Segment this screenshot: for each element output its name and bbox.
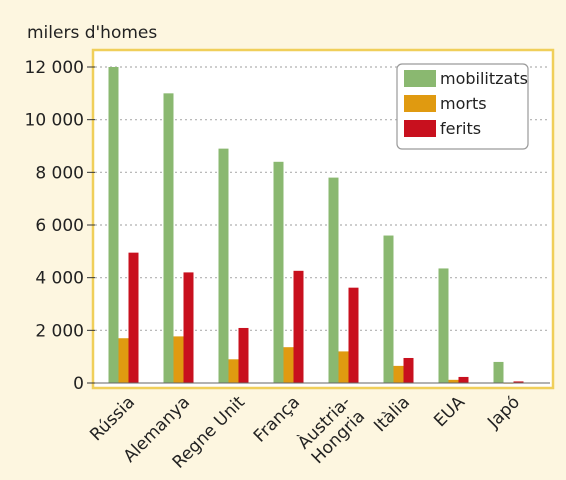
y-tick-label: 8 000: [35, 163, 84, 183]
bar-morts: [283, 347, 294, 383]
bar-morts: [173, 336, 184, 383]
bar-ferits: [293, 270, 304, 383]
bar-ferits: [403, 357, 414, 383]
y-tick-label: 0: [73, 374, 84, 394]
bar-morts: [448, 379, 459, 383]
bar-mobilitzats: [383, 235, 394, 383]
bar-ferits: [513, 381, 524, 383]
bar-mobilitzats: [328, 177, 339, 383]
bar-morts: [118, 338, 129, 383]
bar-mobilitzats: [218, 148, 229, 383]
bar-mobilitzats: [273, 161, 284, 383]
x-tick-label-line: EUA: [430, 392, 469, 431]
x-tick-label: Rússia: [86, 392, 139, 445]
bar-mobilitzats: [163, 93, 174, 383]
x-tick-label-line: Rússia: [86, 392, 139, 445]
x-tick-label-line: Itàlia: [370, 392, 414, 436]
bar-ferits: [183, 272, 194, 383]
bar-ferits: [458, 376, 469, 383]
bar-mobilitzats: [108, 67, 119, 383]
bar-mobilitzats: [493, 361, 504, 383]
legend-label: ferits: [440, 119, 481, 138]
bar-mobilitzats: [438, 268, 449, 383]
legend-label: mobilitzats: [440, 69, 528, 88]
x-tick-label: EUA: [430, 392, 469, 431]
bar-ferits: [238, 327, 249, 383]
y-axis-label: milers d'homes: [27, 23, 157, 43]
y-tick-label: 4 000: [35, 269, 84, 289]
bar-morts: [393, 365, 404, 383]
bar-ferits: [348, 287, 359, 383]
x-tick-label: Japó: [483, 392, 524, 433]
y-tick-label: 10 000: [25, 111, 84, 131]
y-tick-label: 2 000: [35, 321, 84, 341]
bar-morts: [338, 351, 349, 383]
y-tick-label: 12 000: [25, 58, 84, 78]
legend-label: morts: [440, 94, 487, 113]
y-tick-label: 6 000: [35, 216, 84, 236]
legend-swatch-mobilitzats: [404, 70, 436, 87]
bar-ferits: [128, 252, 139, 383]
x-tick-label: Àustria-Hongria: [292, 391, 369, 468]
legend-swatch-ferits: [404, 120, 436, 137]
x-tick-label: Itàlia: [370, 392, 414, 436]
legend-swatch-morts: [404, 95, 436, 112]
x-tick-label-line: Japó: [483, 392, 524, 433]
bar-morts: [228, 359, 239, 383]
